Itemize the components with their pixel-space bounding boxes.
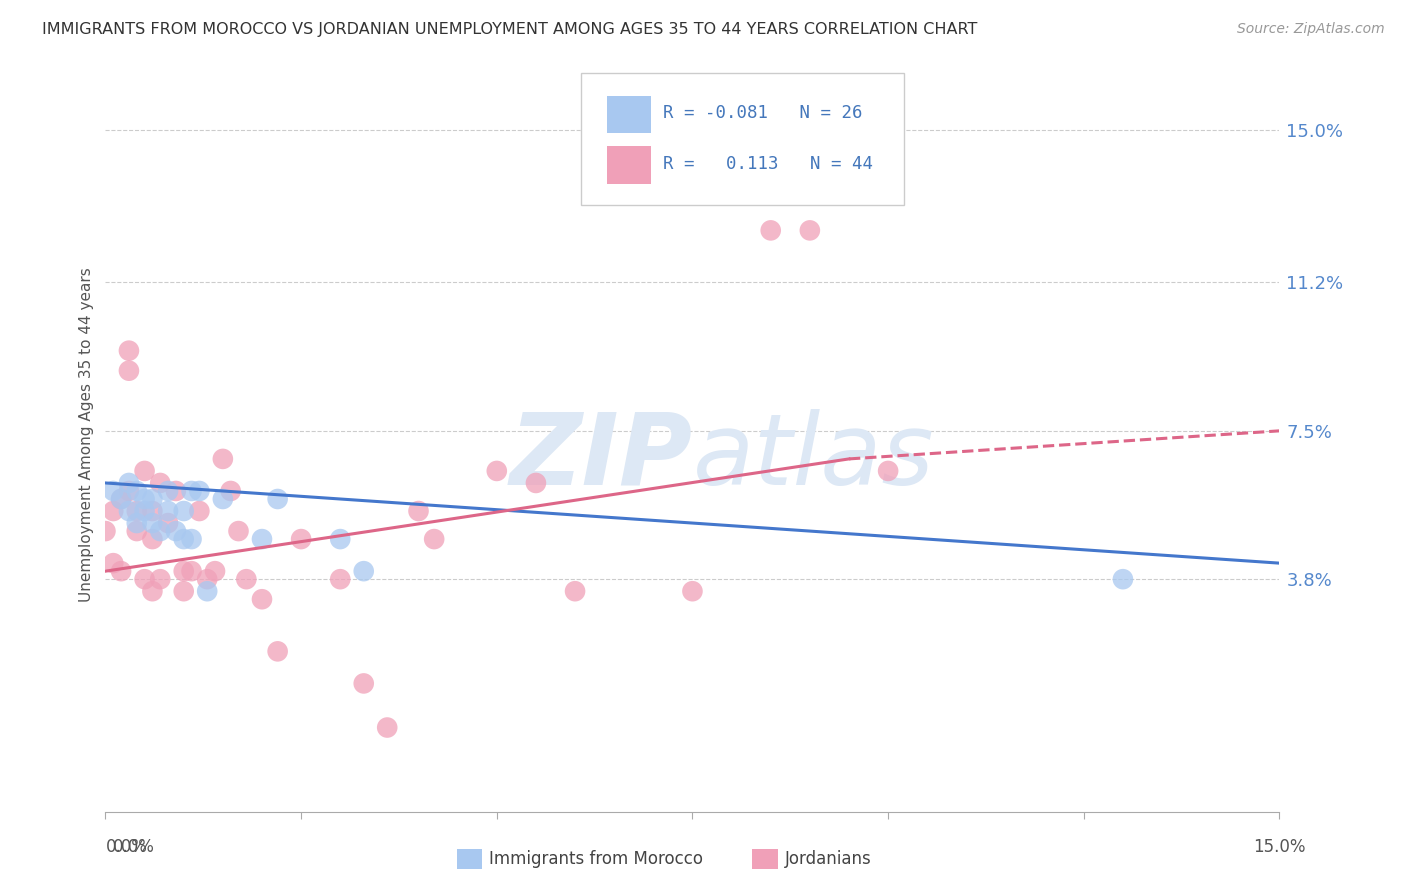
Point [408, 504, 430, 518]
Point [165, 483, 187, 498]
Point [157, 504, 180, 518]
Point [235, 572, 257, 586]
Point [759, 223, 782, 237]
Point [195, 572, 218, 586]
Point [485, 464, 508, 478]
Point [219, 483, 242, 498]
Point [1112, 572, 1135, 586]
Point [180, 483, 202, 498]
Point [266, 491, 288, 506]
Text: R =   0.113   N = 44: R = 0.113 N = 44 [664, 155, 873, 173]
Point [290, 532, 312, 546]
Point [173, 584, 195, 599]
Point [195, 584, 218, 599]
Point [173, 504, 195, 518]
Text: ZIP: ZIP [509, 409, 693, 506]
Point [157, 483, 180, 498]
Point [266, 644, 288, 658]
Bar [752, 849, 778, 869]
Point [423, 532, 446, 546]
Point [250, 532, 273, 546]
Point [877, 464, 900, 478]
Y-axis label: Unemployment Among Ages 35 to 44 years: Unemployment Among Ages 35 to 44 years [79, 268, 94, 602]
Point [173, 564, 195, 578]
Point [141, 532, 163, 546]
Point [118, 475, 141, 490]
Point [134, 491, 156, 506]
Point [141, 504, 163, 518]
Point [188, 504, 211, 518]
Point [180, 564, 202, 578]
Point [524, 475, 547, 490]
Point [173, 532, 195, 546]
Point [180, 532, 202, 546]
Point [204, 564, 226, 578]
Text: R = -0.081   N = 26: R = -0.081 N = 26 [664, 104, 863, 122]
Bar [457, 849, 482, 869]
Text: Immigrants from Morocco: Immigrants from Morocco [489, 850, 703, 868]
Point [165, 524, 187, 538]
Point [799, 223, 821, 237]
Point [250, 592, 273, 607]
Point [157, 516, 180, 530]
Point [149, 475, 172, 490]
Point [118, 504, 141, 518]
Point [110, 491, 132, 506]
Text: Jordanians: Jordanians [785, 850, 872, 868]
Point [211, 451, 233, 466]
Bar [607, 146, 651, 184]
Point [118, 364, 141, 378]
Point [94, 524, 117, 538]
Point [329, 532, 352, 546]
Point [353, 564, 375, 578]
Point [149, 524, 172, 538]
Point [211, 491, 233, 506]
Text: 15.0%: 15.0% [1253, 838, 1306, 855]
Point [103, 504, 125, 518]
Point [329, 572, 352, 586]
Point [110, 491, 132, 506]
Point [103, 483, 125, 498]
Point [134, 504, 156, 518]
Point [125, 524, 148, 538]
Point [125, 504, 148, 518]
Text: 0.0%: 0.0% [105, 838, 148, 856]
Point [134, 572, 156, 586]
Point [141, 491, 163, 506]
Point [353, 676, 375, 690]
Point [103, 556, 125, 570]
FancyBboxPatch shape [581, 73, 904, 205]
Point [375, 721, 398, 735]
Bar [607, 95, 651, 133]
Point [134, 464, 156, 478]
Point [110, 564, 132, 578]
Point [228, 524, 250, 538]
Point [125, 516, 148, 530]
Point [118, 483, 141, 498]
Point [682, 584, 704, 599]
Point [118, 343, 141, 358]
Text: IMMIGRANTS FROM MOROCCO VS JORDANIAN UNEMPLOYMENT AMONG AGES 35 TO 44 YEARS CORR: IMMIGRANTS FROM MOROCCO VS JORDANIAN UNE… [42, 22, 977, 37]
Text: atlas: atlas [693, 409, 934, 506]
Point [141, 516, 163, 530]
Text: Source: ZipAtlas.com: Source: ZipAtlas.com [1237, 22, 1385, 37]
Point [188, 483, 211, 498]
Point [564, 584, 586, 599]
Text: 0.0%: 0.0% [112, 838, 155, 855]
Point [141, 584, 163, 599]
Point [149, 572, 172, 586]
Point [125, 483, 148, 498]
